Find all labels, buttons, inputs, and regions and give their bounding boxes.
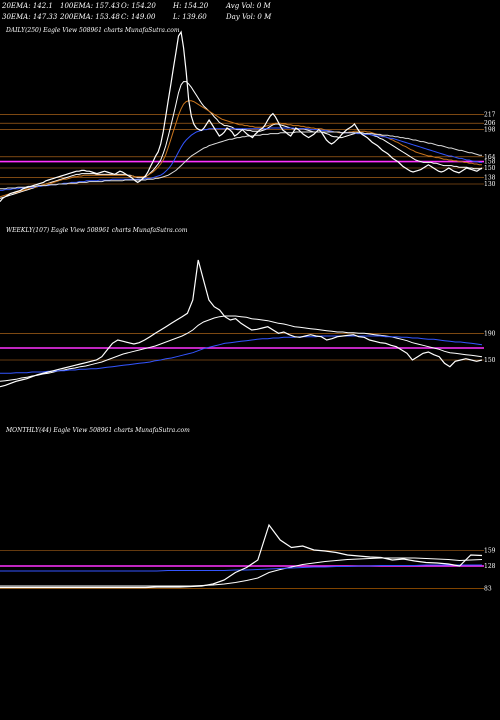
monthly-price-line bbox=[0, 523, 483, 589]
daily-200ema-line bbox=[0, 131, 482, 190]
low-value: L: 139.60 bbox=[173, 13, 207, 21]
open-value: O: 154.20 bbox=[121, 2, 156, 10]
weekly-y-tick-1: 150 bbox=[484, 357, 496, 364]
weekly-chart: 190 150 bbox=[0, 259, 496, 388]
day-volume-value: Day Vol: 0 M bbox=[226, 13, 272, 21]
ema200-value: 200EMA: 153.48 bbox=[60, 13, 120, 21]
daily-30ema-line bbox=[0, 100, 482, 198]
daily-y-tick-3: 164 bbox=[484, 154, 496, 161]
daily-100ema-line bbox=[0, 127, 482, 191]
weekly-20ema-line bbox=[0, 315, 483, 382]
high-value: H: 154.20 bbox=[173, 2, 209, 10]
weekly-100ema-line bbox=[0, 335, 483, 374]
daily-y-tick-1: 206 bbox=[484, 120, 496, 127]
avg-volume-value: Avg Vol: 0 M bbox=[226, 2, 271, 10]
ema30-value: 30EMA: 147.33 bbox=[2, 13, 58, 21]
monthly-panel-label: MONTHLY(44) Eagle View 508961 charts Mun… bbox=[6, 427, 190, 434]
daily-y-tick-4: 158 bbox=[484, 159, 496, 166]
monthly-y-tick-2: 83 bbox=[484, 586, 492, 593]
close-value: C: 149.00 bbox=[121, 13, 156, 21]
weekly-y-tick-0: 190 bbox=[484, 330, 496, 337]
daily-y-tick-6: 138 bbox=[484, 175, 496, 182]
weekly-panel-label: WEEKLY(107) Eagle View 508961 charts Mun… bbox=[6, 227, 188, 234]
ema20-value: 20EMA: 142.1 bbox=[2, 2, 53, 10]
ema100-value: 100EMA: 157.43 bbox=[60, 2, 120, 10]
daily-panel-label: DAILY(250) Eagle View 508961 charts Muna… bbox=[6, 27, 180, 34]
weekly-price-line bbox=[0, 259, 483, 388]
monthly-20ema-line bbox=[0, 557, 483, 587]
monthly-y-tick-0: 159 bbox=[484, 548, 496, 555]
monthly-chart: 159 128 83 bbox=[0, 523, 496, 593]
daily-y-tick-0: 217 bbox=[484, 111, 496, 118]
daily-y-tick-2: 198 bbox=[484, 127, 496, 134]
daily-y-tick-7: 130 bbox=[484, 181, 496, 188]
daily-price-line bbox=[0, 30, 483, 202]
daily-20ema-line bbox=[0, 81, 482, 199]
monthly-y-tick-1: 128 bbox=[484, 563, 496, 570]
daily-y-tick-5: 150 bbox=[484, 165, 496, 172]
